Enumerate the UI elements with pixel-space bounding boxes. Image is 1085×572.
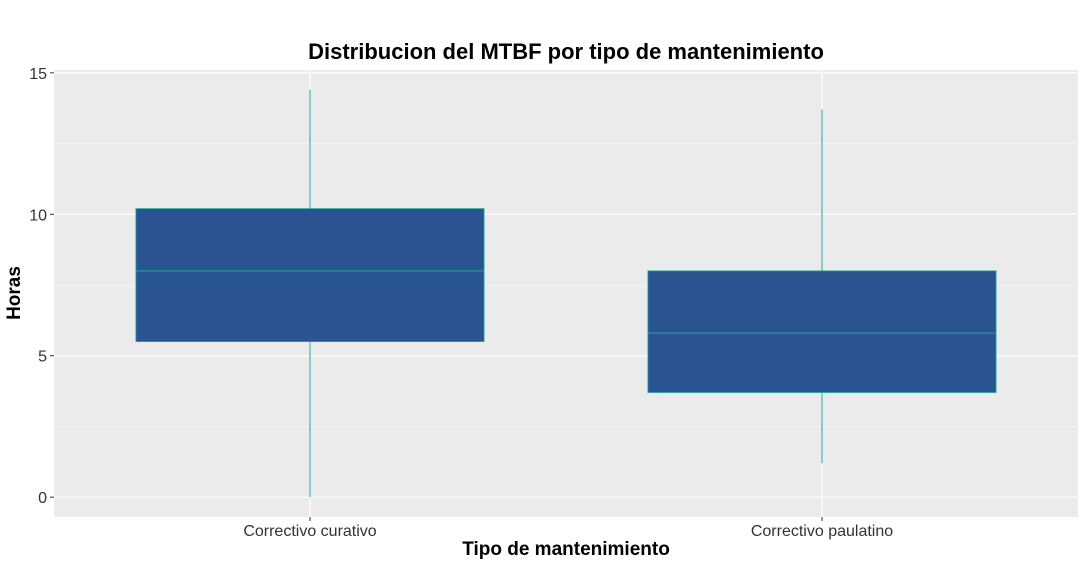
box-group	[135, 89, 485, 498]
box-body	[135, 208, 485, 342]
x-axis-title: Tipo de mantenimiento	[462, 539, 670, 560]
y-axis-title: Horas	[4, 266, 25, 320]
box-body	[647, 270, 997, 393]
x-tick-label: Correctivo paulatino	[751, 523, 893, 540]
x-tick-label: Correctivo curativo	[243, 523, 376, 540]
y-tick-label: 15	[29, 66, 47, 83]
chart-title: Distribucion del MTBF por tipo de manten…	[308, 39, 824, 64]
y-tick-label: 10	[29, 207, 47, 224]
y-tick-label: 0	[38, 490, 47, 507]
y-axis-ticks: 0 5 10 15	[29, 66, 54, 507]
box-series	[135, 89, 997, 498]
x-axis-ticks: Correctivo curativo Correctivo paulatino	[243, 517, 893, 540]
box-group	[647, 109, 997, 464]
y-tick-label: 5	[38, 349, 47, 366]
